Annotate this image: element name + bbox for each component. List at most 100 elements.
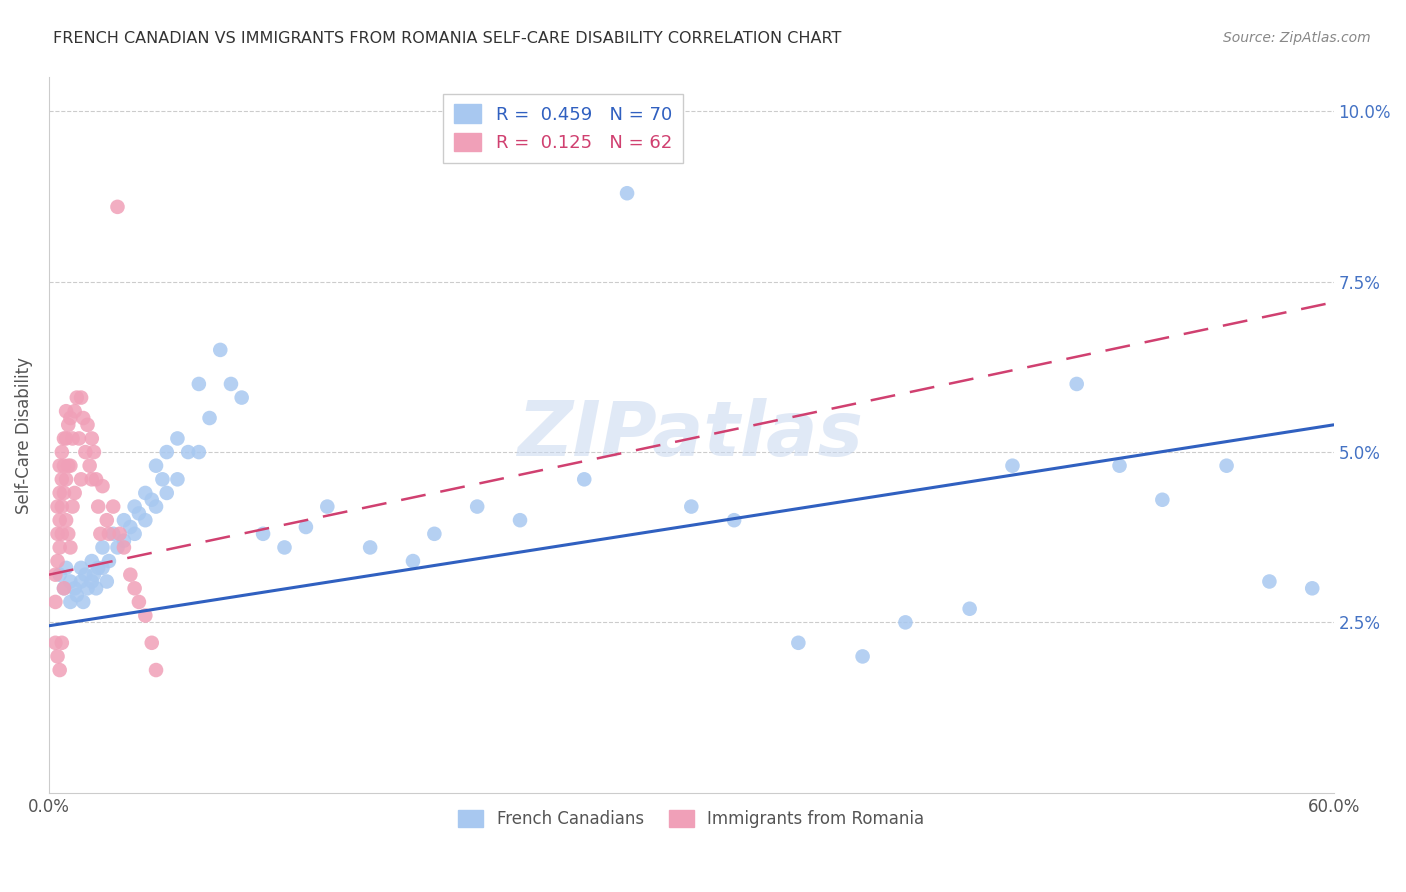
Point (97, 526, 120, 541)
Point (134, 486, 156, 500)
Point (52, 432, 75, 446)
Point (44, 636, 66, 650)
Point (145, 663, 167, 677)
Point (52, 458, 75, 473)
Point (46, 526, 69, 541)
Point (120, 567, 142, 582)
Point (55, 561, 77, 575)
Point (44, 567, 66, 582)
Point (46, 500, 69, 514)
Point (62, 500, 84, 514)
Point (59, 541, 82, 555)
Point (91, 541, 114, 555)
Point (120, 520, 142, 534)
Point (103, 500, 125, 514)
Point (67, 432, 90, 446)
Point (48, 513, 70, 527)
Point (96, 513, 118, 527)
Point (681, 500, 703, 514)
Point (124, 526, 146, 541)
Point (141, 492, 163, 507)
Point (231, 391, 253, 405)
Point (219, 376, 242, 391)
Point (83, 567, 105, 582)
Point (48, 567, 70, 582)
Point (51, 500, 73, 514)
Point (177, 445, 200, 459)
Point (787, 636, 810, 650)
Point (616, 186, 638, 201)
Point (72, 411, 94, 425)
Point (1152, 492, 1174, 507)
Point (48, 541, 70, 555)
Point (316, 500, 339, 514)
Point (91, 561, 114, 575)
Point (87, 500, 110, 514)
Point (359, 541, 381, 555)
Point (145, 500, 167, 514)
Point (72, 595, 94, 609)
Point (187, 445, 209, 459)
Point (59, 458, 82, 473)
Point (48, 663, 70, 677)
Point (84, 472, 107, 486)
Point (402, 554, 425, 568)
Point (70, 391, 93, 405)
Point (52, 582, 75, 596)
Text: ZIPatlas: ZIPatlas (519, 398, 865, 472)
Point (76, 417, 98, 432)
Point (44, 595, 66, 609)
Point (574, 472, 596, 486)
Point (166, 432, 188, 446)
Point (96, 574, 118, 589)
Point (156, 486, 179, 500)
Point (166, 472, 188, 486)
Point (198, 411, 221, 425)
Point (128, 595, 150, 609)
Point (55, 472, 77, 486)
Point (63, 582, 86, 596)
Point (51, 445, 73, 459)
Point (51, 526, 73, 541)
Point (51, 472, 73, 486)
Point (112, 513, 135, 527)
Point (1108, 458, 1130, 473)
Point (112, 533, 135, 548)
Point (80, 432, 103, 446)
Point (959, 601, 981, 615)
Point (152, 472, 174, 486)
Point (48, 486, 70, 500)
Point (51, 636, 73, 650)
Point (1258, 574, 1281, 589)
Point (295, 520, 318, 534)
Point (209, 343, 232, 357)
Point (46, 649, 69, 664)
Point (76, 582, 98, 596)
Point (59, 595, 82, 609)
Point (134, 608, 156, 623)
Point (97, 554, 120, 568)
Point (75, 567, 97, 582)
Point (46, 554, 69, 568)
Point (128, 507, 150, 521)
Text: FRENCH CANADIAN VS IMMIGRANTS FROM ROMANIA SELF-CARE DISABILITY CORRELATION CHAR: FRENCH CANADIAN VS IMMIGRANTS FROM ROMAN… (53, 31, 842, 46)
Point (63, 486, 86, 500)
Point (63, 404, 86, 418)
Point (1001, 458, 1024, 473)
Point (112, 541, 135, 555)
Point (70, 472, 93, 486)
Point (134, 513, 156, 527)
Point (107, 541, 129, 555)
Point (62, 432, 84, 446)
Point (465, 500, 488, 514)
Point (91, 479, 114, 493)
Point (48, 458, 70, 473)
Legend: French Canadians, Immigrants from Romania: French Canadians, Immigrants from Romani… (451, 803, 931, 834)
Point (58, 458, 80, 473)
Point (66, 588, 89, 602)
Text: Source: ZipAtlas.com: Source: ZipAtlas.com (1223, 31, 1371, 45)
Point (80, 472, 103, 486)
Point (79, 458, 101, 473)
Point (52, 486, 75, 500)
Point (66, 391, 89, 405)
